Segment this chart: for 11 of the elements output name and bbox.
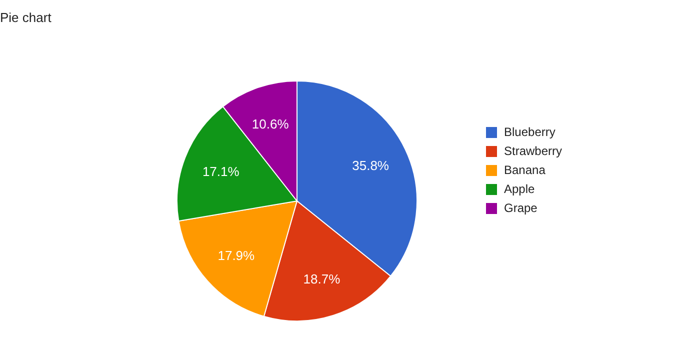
data-label: 17.1% — [202, 164, 240, 180]
legend-label: Banana — [504, 163, 546, 177]
legend-label: Blueberry — [504, 125, 556, 139]
legend-label: Strawberry — [504, 144, 562, 158]
legend-label: Apple — [504, 182, 535, 196]
data-label: 17.9% — [218, 248, 256, 263]
text: Pie chart — [0, 10, 52, 25]
data-label: 18.7% — [303, 271, 341, 286]
data-label: 10.6% — [252, 116, 290, 132]
legend-label: Grape — [504, 201, 538, 215]
data-label: 35.8% — [352, 158, 390, 174]
